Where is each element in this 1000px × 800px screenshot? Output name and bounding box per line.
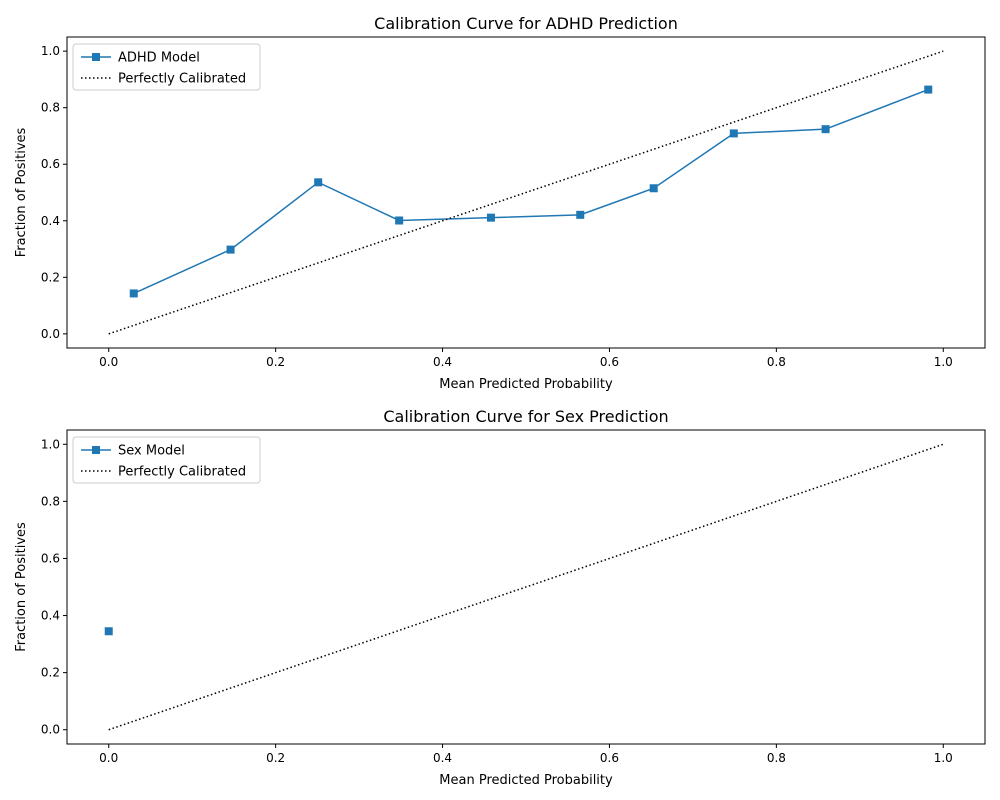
data-point xyxy=(821,125,830,134)
legend-label: Perfectly Calibrated xyxy=(118,72,246,87)
series-1 xyxy=(129,85,933,298)
y-tick-label: 0.4 xyxy=(41,609,60,623)
y-tick-label: 0.0 xyxy=(41,723,60,737)
data-point xyxy=(649,184,658,193)
series-line xyxy=(133,88,929,295)
series-1 xyxy=(104,627,113,636)
y-tick-label: 0.0 xyxy=(41,327,60,341)
y-tick-label: 0.4 xyxy=(41,214,60,228)
x-tick-label: 0.2 xyxy=(266,751,285,765)
x-axis-label: Mean Predicted Probability xyxy=(439,773,613,788)
chart-1: Calibration Curve for ADHD Prediction 0.0… xyxy=(14,14,986,392)
chart-2: Calibration Curve for Sex Prediction 0.0 0… xyxy=(14,407,986,788)
y-tick-label: 1.0 xyxy=(41,44,60,58)
chart-title: Calibration Curve for Sex Prediction xyxy=(383,407,668,426)
data-point xyxy=(314,178,323,187)
series-2 xyxy=(108,50,944,335)
chart-title: Calibration Curve for ADHD Prediction xyxy=(374,14,678,33)
y-tick-label: 0.2 xyxy=(41,270,60,284)
y-axis-label: Fraction of Positives xyxy=(14,127,29,257)
legend-swatch-marker xyxy=(92,446,100,454)
data-point xyxy=(129,289,138,298)
y-tick-label: 0.6 xyxy=(41,551,60,565)
data-point xyxy=(924,85,933,94)
x-tick-label: 0.6 xyxy=(600,751,619,765)
x-tick-label: 0.0 xyxy=(99,751,118,765)
y-tick-label: 0.8 xyxy=(41,101,60,115)
x-tick-label: 1.0 xyxy=(934,355,953,369)
y-tick-label: 0.2 xyxy=(41,666,60,680)
data-point xyxy=(226,245,235,254)
x-axis-label: Mean Predicted Probability xyxy=(439,377,613,392)
series-line xyxy=(108,443,944,731)
plot-frame xyxy=(66,429,986,745)
data-point xyxy=(576,210,585,219)
data-point xyxy=(729,129,738,138)
legend: ADHD Model Perfectly Calibrated xyxy=(72,43,261,91)
x-tick-label: 0.6 xyxy=(600,355,619,369)
plot-frame xyxy=(66,36,986,349)
legend-swatch-marker xyxy=(92,53,100,61)
legend-box xyxy=(72,43,261,91)
y-tick-label: 0.6 xyxy=(41,157,60,171)
series-2 xyxy=(108,443,944,731)
x-tick-label: 0.4 xyxy=(433,751,452,765)
legend-label: Sex Model xyxy=(118,444,185,459)
y-tick-label: 1.0 xyxy=(41,437,60,451)
series-line xyxy=(108,50,944,335)
x-tick-label: 0.2 xyxy=(266,355,285,369)
y-tick-label: 0.8 xyxy=(41,494,60,508)
x-tick-label: 1.0 xyxy=(934,751,953,765)
x-tick-label: 0.8 xyxy=(767,751,786,765)
x-tick-label: 0.8 xyxy=(767,355,786,369)
legend: Sex Model Perfectly Calibrated xyxy=(72,436,261,484)
data-point xyxy=(486,213,495,222)
data-point xyxy=(104,627,113,636)
legend-label: Perfectly Calibrated xyxy=(118,465,246,480)
legend-label: ADHD Model xyxy=(118,51,200,66)
x-tick-label: 0.4 xyxy=(433,355,452,369)
y-axis-label: Fraction of Positives xyxy=(14,522,29,652)
x-tick-label: 0.0 xyxy=(99,355,118,369)
legend-box xyxy=(72,436,261,484)
data-point xyxy=(395,216,404,225)
